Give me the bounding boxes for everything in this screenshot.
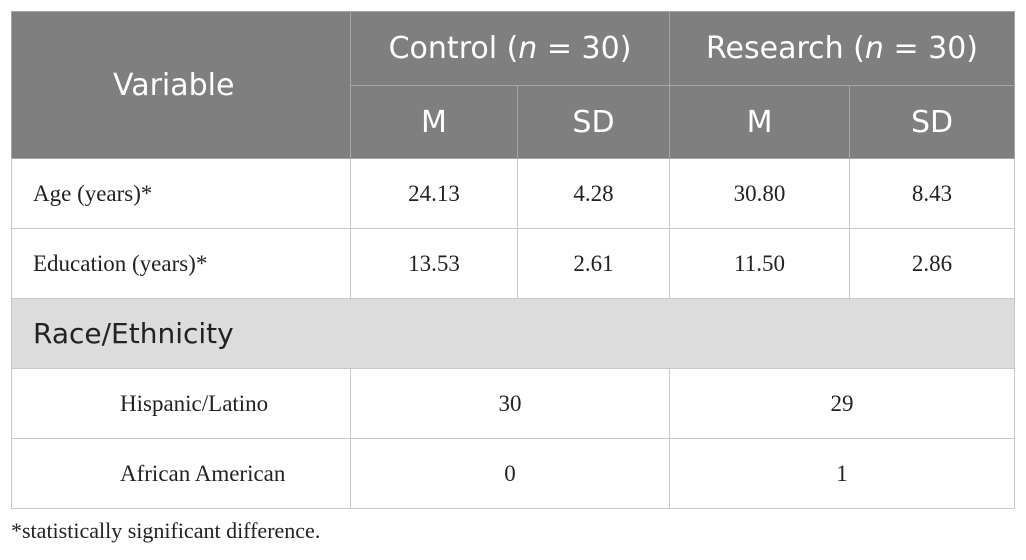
value-cell: 0 — [349, 438, 671, 509]
data-row: African American 0 1 — [11, 438, 1016, 509]
value-cell: 2.61 — [516, 228, 671, 299]
header-cell: Research (n = 30) — [669, 11, 1016, 86]
value-cell: 8.43 — [849, 158, 1016, 229]
value-cell: 13.53 — [350, 228, 518, 299]
data-row: Education (years)* 13.53 2.61 11.50 2.86 — [11, 228, 1016, 299]
data-row: Hispanic/Latino 30 29 — [11, 368, 1016, 439]
header-text: = 30) — [537, 31, 632, 66]
header-text: Control ( — [388, 31, 519, 66]
label-cell: Hispanic/Latino — [11, 368, 351, 439]
section-row: Race/Ethnicity — [10, 298, 1016, 369]
header-text: n — [518, 31, 538, 66]
value-cell: 1 — [669, 438, 1016, 509]
header-row: Variable Control (n = 30) Research (n = … — [11, 11, 1016, 159]
value-cell: 11.50 — [669, 228, 851, 299]
value-cell: 4.28 — [516, 158, 671, 229]
header-text: = 30) — [883, 31, 978, 66]
subheader-cell: SD — [849, 85, 1016, 159]
data-table: Variable Control (n = 30) Research (n = … — [10, 11, 1016, 509]
label-cell: African American — [11, 438, 351, 509]
value-cell: 2.86 — [849, 228, 1016, 299]
header-cell: Variable — [11, 11, 351, 159]
header-text: Research ( — [706, 31, 865, 66]
subheader-cell: M — [669, 85, 851, 159]
section-cell: Race/Ethnicity — [10, 298, 1016, 369]
value-cell: 24.13 — [350, 158, 518, 229]
value-cell: 29 — [669, 368, 1016, 439]
header-text: n — [864, 31, 884, 66]
label-cell: Age (years)* — [11, 158, 351, 229]
subheader-cell: SD — [516, 85, 671, 159]
label-cell: Education (years)* — [11, 228, 351, 299]
header-cell: Control (n = 30) — [349, 11, 671, 86]
subheader-row: M SD M SD — [12, 85, 1016, 159]
value-cell: 30 — [349, 368, 671, 439]
data-row: Age (years)* 24.13 4.28 30.80 8.43 — [11, 158, 1016, 229]
value-cell: 30.80 — [669, 158, 851, 229]
footnote: *statistically significant difference. — [11, 518, 321, 543]
subheader-cell: M — [350, 85, 518, 159]
